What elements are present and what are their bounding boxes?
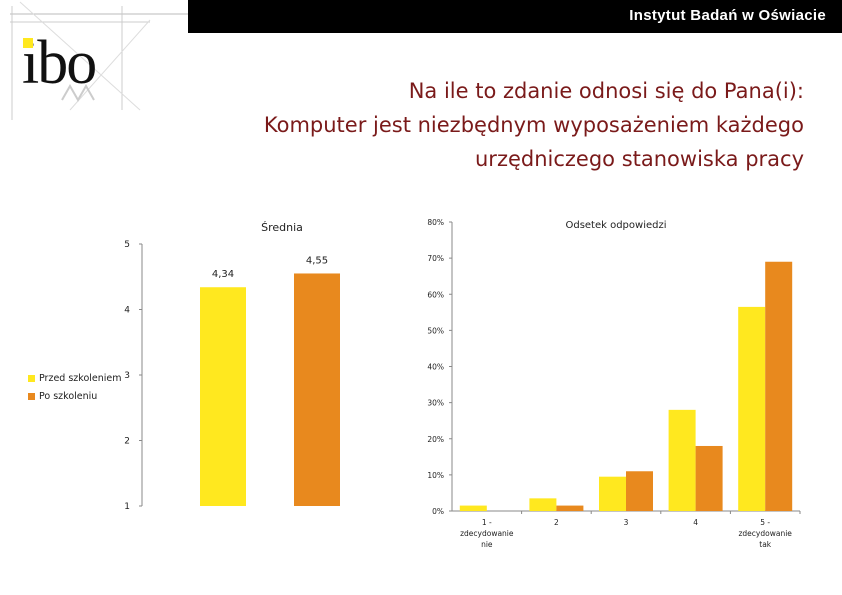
logo: ibo <box>0 0 190 130</box>
dist-x-tick-label-line: nie <box>481 540 493 549</box>
institute-name: Instytut Badań w Oświacie <box>629 7 826 24</box>
legend-swatch-before <box>28 374 35 382</box>
dist-bar <box>599 476 626 511</box>
mean-data-label: 4,34 <box>212 269 234 280</box>
legend-label-after: Po szkoleniu <box>39 390 98 402</box>
dist-bar <box>765 261 793 511</box>
dist-y-tick-label: 50% <box>427 326 444 335</box>
legend-swatch-after <box>28 392 35 400</box>
dist-x-tick-label-line: 4 <box>693 518 698 527</box>
legend-item-after: Po szkoleniu <box>28 387 122 405</box>
dist-y-tick-label: 10% <box>427 471 444 480</box>
dist-bar <box>556 505 584 511</box>
dist-bar <box>738 306 766 511</box>
logo-text: ibo <box>22 29 97 97</box>
mean-bar <box>200 287 246 506</box>
dist-x-tick-label-line: 5 - <box>760 518 770 527</box>
dist-y-tick-label: 0% <box>432 507 444 516</box>
title-line-2: Komputer jest niezbędnym wyposażeniem ka… <box>263 113 804 137</box>
mean-y-tick-label: 4 <box>124 306 130 316</box>
dist-y-tick-label: 80% <box>427 218 444 227</box>
legend-item-before: Przed szkoleniem <box>28 369 122 387</box>
dist-x-tick-label-line: 2 <box>554 518 559 527</box>
dist-bar <box>529 498 557 511</box>
mean-data-label: 4,55 <box>306 255 328 266</box>
dist-x-tick-label-line: tak <box>759 540 772 549</box>
dist-x-tick-label-line: 1 - <box>482 518 492 527</box>
dist-bar <box>695 445 723 511</box>
title-line-1: Na ile to zdanie odnosi się do Pana(i): <box>408 79 804 103</box>
logo-lines-graphic <box>10 1 188 120</box>
mean-y-tick-label: 2 <box>124 437 130 447</box>
page-title: Na ile to zdanie odnosi się do Pana(i): … <box>184 74 804 176</box>
legend: Przed szkoleniem Po szkoleniu <box>28 369 122 405</box>
mean-y-tick-label: 1 <box>124 502 130 512</box>
dist-x-tick-label: 2 <box>554 518 559 527</box>
dist-x-tick-label: 4 <box>693 518 698 527</box>
dist-x-tick-label-line: 3 <box>624 518 629 527</box>
mean-y-tick-label: 3 <box>124 371 130 381</box>
title-line-3: urzędniczego stanowiska pracy <box>475 147 804 171</box>
dist-y-tick-label: 70% <box>427 254 444 263</box>
dist-y-tick-label: 60% <box>427 290 444 299</box>
dist-bar <box>668 409 696 511</box>
mean-y-tick-label: 5 <box>124 240 130 250</box>
dist-x-tick-label: 3 <box>624 518 629 527</box>
logo-accent-mark <box>23 38 33 48</box>
legend-label-before: Przed szkoleniem <box>39 372 122 384</box>
dist-chart-title: Odsetek odpowiedzi <box>565 220 666 231</box>
dist-x-tick-label-line: zdecydowanie <box>738 529 792 538</box>
dist-x-tick-label-line: zdecydowanie <box>460 529 514 538</box>
dist-x-tick-label: 5 - zdecydowanie tak <box>738 518 792 549</box>
mean-chart-title: Średnia <box>261 221 303 234</box>
dist-y-tick-label: 20% <box>427 435 444 444</box>
dist-y-tick-label: 40% <box>427 363 444 372</box>
dist-bar <box>459 505 487 511</box>
distribution-chart: 0% 10% 20% 30% 40% 50% 60% 70% 80% Odsetek odpowi… <box>427 218 801 549</box>
dist-x-tick-label: 1 - zdecydowanie nie <box>460 518 514 549</box>
mean-chart: 1 2 3 4 5 Średnia 4,34 4,55 <box>124 221 340 512</box>
header-bar: Instytut Badań w Oświacie <box>188 0 842 33</box>
dist-bar <box>626 471 653 511</box>
dist-y-tick-label: 30% <box>427 399 444 408</box>
mean-bar <box>294 273 340 506</box>
